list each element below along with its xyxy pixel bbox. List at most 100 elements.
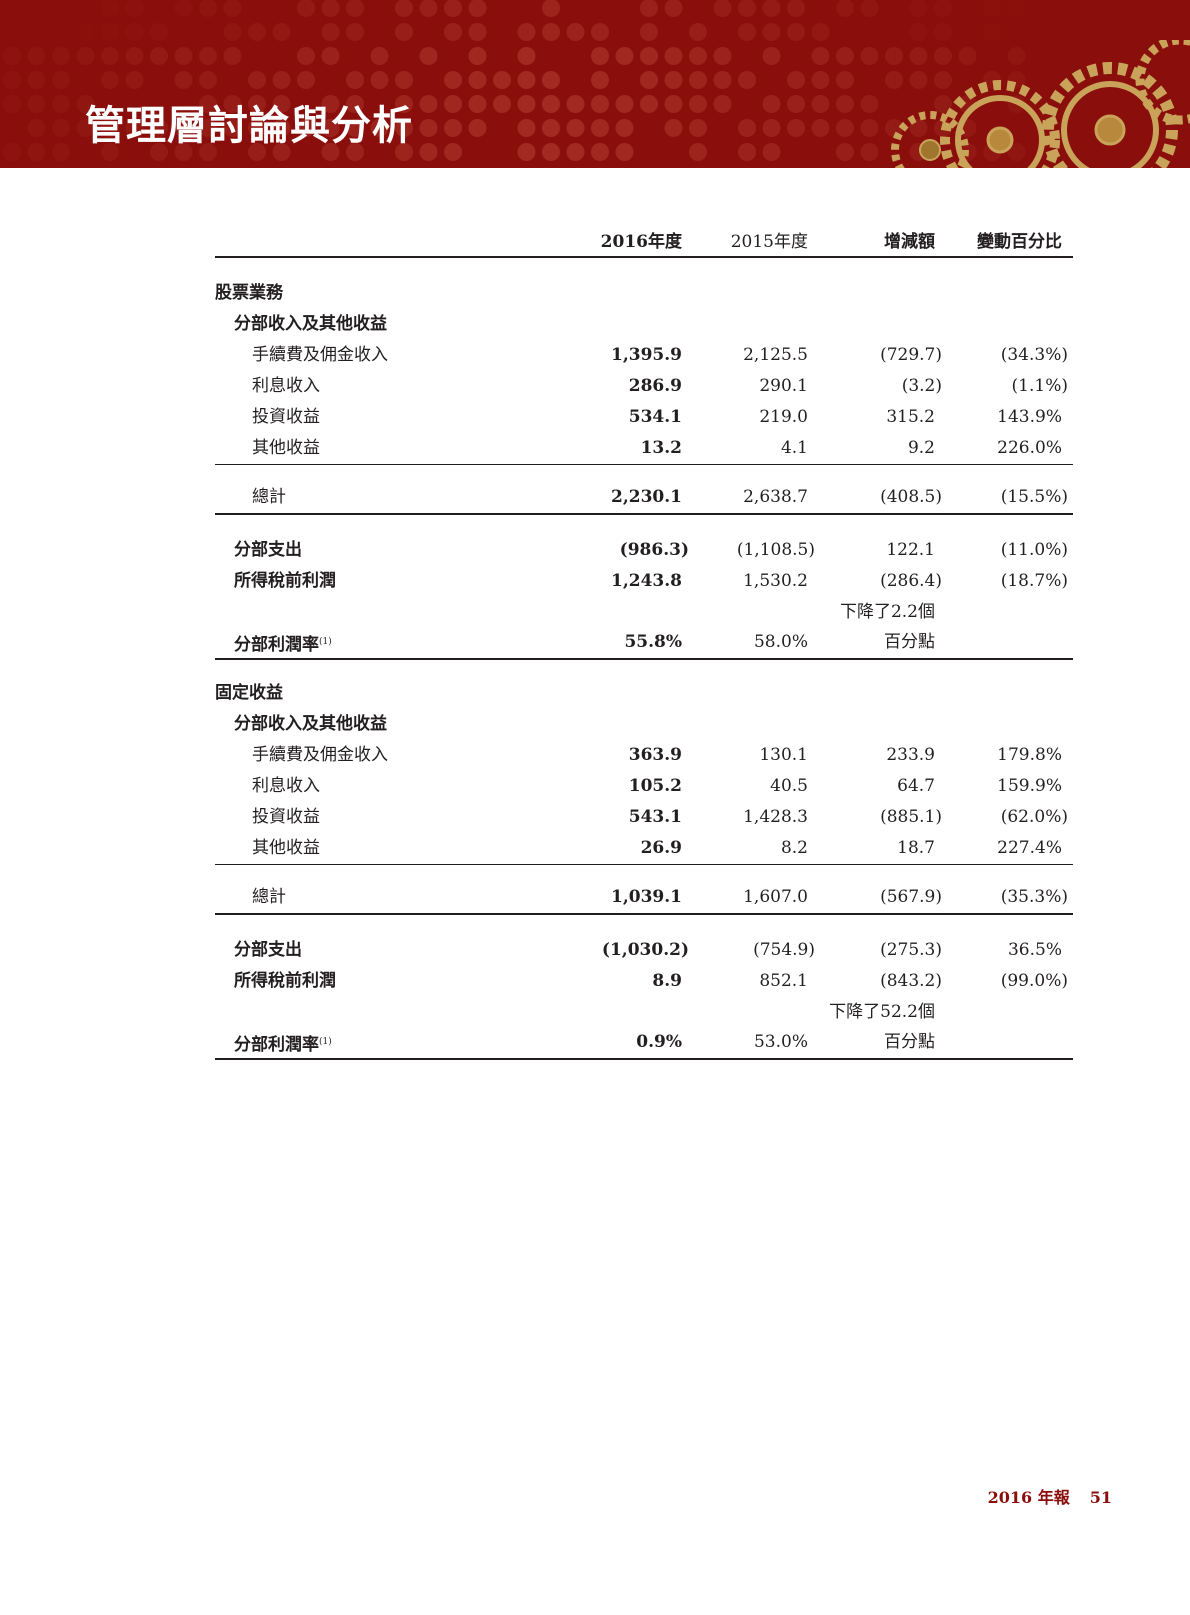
- cell-value: 55.8%: [624, 627, 682, 658]
- cell-value: (18.7%): [1001, 566, 1068, 597]
- dot: [591, 143, 609, 161]
- dot: [28, 95, 46, 113]
- dot: [493, 71, 511, 89]
- cell-value: (35.3%): [1001, 882, 1068, 913]
- dot: [518, 119, 536, 137]
- footnote-ref: (1): [319, 1037, 332, 1047]
- dot: [469, 0, 487, 17]
- cell-value: 852.1: [759, 966, 808, 997]
- dot: [665, 47, 683, 65]
- dot: [665, 95, 683, 113]
- dot: [444, 95, 462, 113]
- dot: [371, 71, 389, 89]
- cell-value: (754.9): [753, 935, 815, 966]
- dot: [542, 71, 560, 89]
- margin-row: 分部利潤率(1) 0.9% 53.0% 百分點: [215, 1027, 1073, 1060]
- margin-label: 分部利潤率: [234, 635, 319, 655]
- dot: [542, 0, 560, 17]
- dot: [3, 23, 21, 41]
- margin-row: 分部利潤率(1) 55.8% 58.0% 百分點: [215, 627, 1073, 660]
- cell-value: 219.0: [759, 402, 808, 433]
- dot: [3, 143, 21, 161]
- report-name: 2016 年報: [988, 1488, 1070, 1507]
- dot: [346, 0, 364, 17]
- dot: [395, 71, 413, 89]
- cell-value: 159.9%: [997, 771, 1062, 802]
- dot: [714, 47, 732, 65]
- dot: [689, 143, 707, 161]
- dot: [763, 95, 781, 113]
- dot: [126, 47, 144, 65]
- dot: [787, 23, 805, 41]
- dot: [469, 71, 487, 89]
- cell-value: 363.9: [629, 740, 682, 771]
- cell-value: (11.0%): [1001, 535, 1068, 566]
- cell-value: 227.4%: [997, 833, 1062, 864]
- dot: [763, 0, 781, 17]
- cell-value: 9.2: [908, 433, 935, 464]
- dot: [689, 95, 707, 113]
- cell-value: (3.2): [902, 371, 942, 402]
- cell-value: 13.2: [641, 433, 682, 464]
- dot: [28, 119, 46, 137]
- table-row: 投資收益 543.1 1,428.3 (885.1) (62.0%): [215, 802, 1073, 833]
- dot: [567, 23, 585, 41]
- dot: [101, 71, 119, 89]
- row-label: 總計: [252, 882, 286, 913]
- cell-value: 122.1: [886, 535, 935, 566]
- dot: [126, 0, 144, 17]
- dot: [28, 47, 46, 65]
- dot: [640, 71, 658, 89]
- dot: [420, 119, 438, 137]
- dot: [812, 119, 830, 137]
- section-title: 股票業務: [215, 278, 283, 309]
- cell-value: 1,530.2: [743, 566, 808, 597]
- dot: [322, 23, 340, 41]
- table-row: 手續費及佣金收入 1,395.9 2,125.5 (729.7) (34.3%): [215, 340, 1073, 371]
- dot: [591, 95, 609, 113]
- dot: [52, 143, 70, 161]
- dot: [591, 47, 609, 65]
- dot: [616, 143, 634, 161]
- dot: [444, 119, 462, 137]
- cell-value: 18.7: [897, 833, 935, 864]
- cell-value: 53.0%: [754, 1027, 808, 1058]
- dot: [738, 0, 756, 17]
- dot: [665, 119, 683, 137]
- dot: [52, 119, 70, 137]
- cell-value: 8.2: [781, 833, 808, 864]
- dot: [444, 23, 462, 41]
- dot: [836, 95, 854, 113]
- dot: [518, 23, 536, 41]
- dot: [714, 95, 732, 113]
- cell-value: 2,230.1: [611, 482, 682, 513]
- table-row: 其他收益 26.9 8.2 18.7 227.4%: [215, 833, 1073, 865]
- dot: [567, 143, 585, 161]
- dot: [101, 0, 119, 17]
- cell-value: 290.1: [759, 371, 808, 402]
- dot: [199, 71, 217, 89]
- table-row: 利息收入 286.9 290.1 (3.2) (1.1%): [215, 371, 1073, 402]
- cell-value: 1,039.1: [611, 882, 682, 913]
- dot: [616, 119, 634, 137]
- cell-value: (34.3%): [1001, 340, 1068, 371]
- cell-value: (986.3): [620, 535, 689, 566]
- dot: [542, 143, 560, 161]
- margin-change-line1: 下降了52.2個: [829, 997, 935, 1027]
- dot: [199, 0, 217, 17]
- margin-note-row: 下降了2.2個: [215, 597, 1073, 627]
- dot: [297, 71, 315, 89]
- dot: [1008, 0, 1026, 17]
- cell-value: 36.5%: [1008, 935, 1062, 966]
- cell-value: (843.2): [880, 966, 942, 997]
- table-header: 2016年度 2015年度 增減額 變動百分比: [215, 228, 1073, 258]
- dot: [469, 47, 487, 65]
- dot: [689, 71, 707, 89]
- dot: [591, 71, 609, 89]
- cell-value: 64.7: [897, 771, 935, 802]
- dot: [150, 23, 168, 41]
- cell-value: 1,395.9: [611, 340, 682, 371]
- cell-value: 58.0%: [754, 627, 808, 658]
- dot: [3, 0, 21, 17]
- dot: [836, 47, 854, 65]
